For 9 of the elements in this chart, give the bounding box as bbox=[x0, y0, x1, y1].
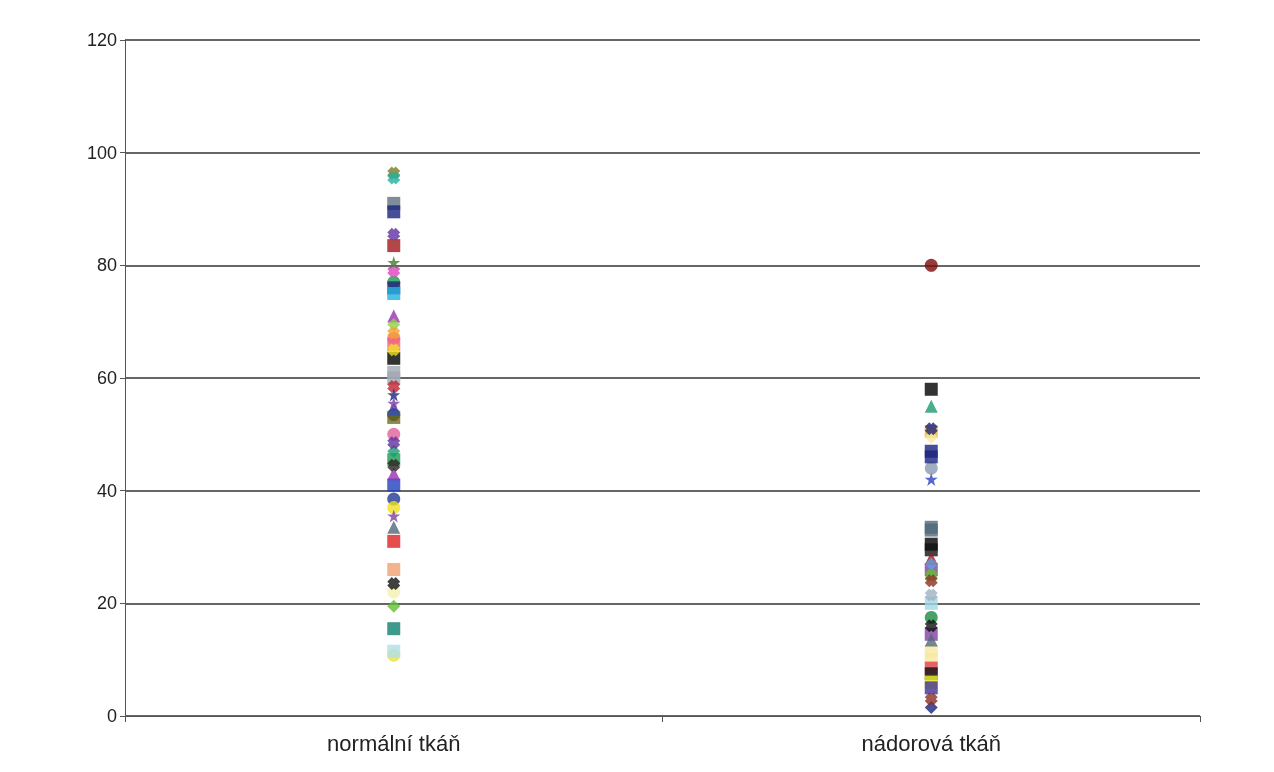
y-tick-label: 120 bbox=[86, 30, 117, 50]
y-tick-label: 40 bbox=[96, 480, 117, 501]
y-tick-label: 0 bbox=[106, 706, 117, 726]
y-tick-label: 20 bbox=[96, 593, 117, 614]
x-tick-label: nádorová tkáň bbox=[861, 730, 1001, 756]
y-tick-label: 80 bbox=[96, 255, 117, 276]
x-tick-label: normální tkáň bbox=[327, 730, 461, 756]
y-tick-label: 100 bbox=[86, 142, 117, 163]
y-tick-label: 60 bbox=[96, 368, 117, 388]
